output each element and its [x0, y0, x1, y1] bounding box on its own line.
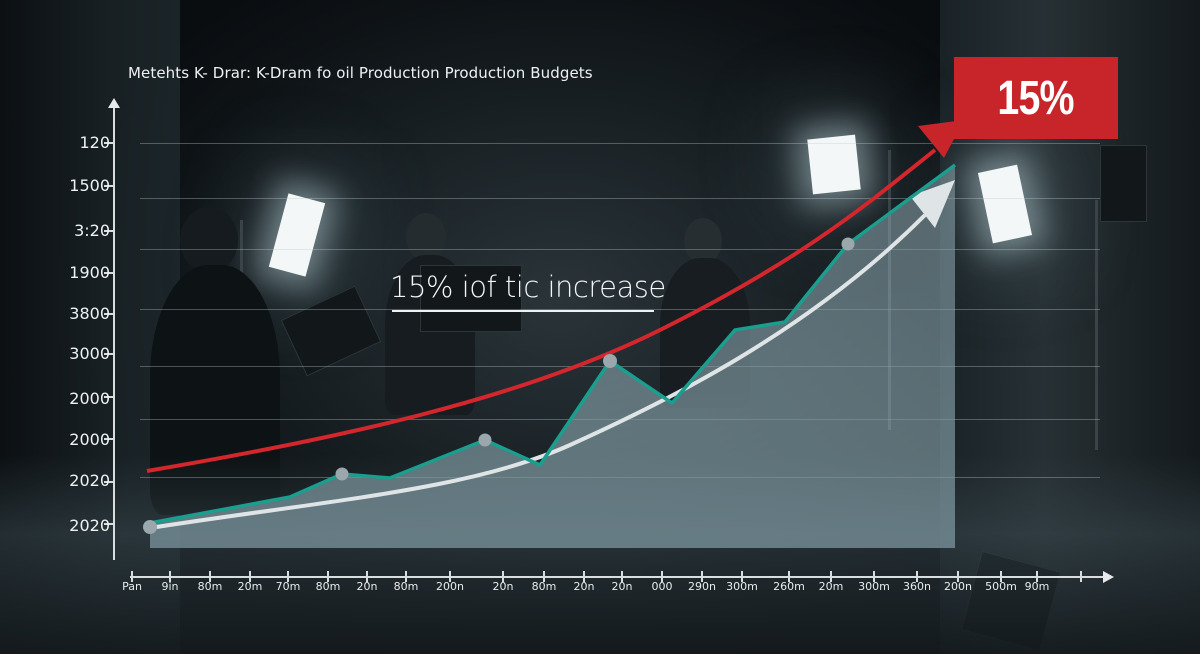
x-tick: [327, 571, 329, 582]
x-axis-arrow-icon: [1103, 571, 1114, 583]
x-tick: [287, 571, 289, 582]
y-axis: [113, 105, 115, 560]
x-tick-label: 9in: [161, 580, 179, 593]
x-tick-label: 200n: [944, 580, 972, 593]
increase-annotation: 15% iof tic increase: [390, 270, 666, 304]
x-tick: [366, 571, 368, 582]
x-tick-label: 260m: [773, 580, 805, 593]
x-tick: [249, 571, 251, 582]
chart-title: Metehts K- Drar: K-Dram fo oil Productio…: [128, 64, 593, 82]
x-tick-label: 20n: [611, 580, 633, 593]
badge-value: 15%: [997, 71, 1075, 125]
y-tick: [104, 185, 114, 187]
x-tick: [543, 571, 545, 582]
x-tick: [1000, 571, 1002, 582]
x-tick: [1080, 571, 1082, 582]
y-tick: [104, 272, 114, 274]
x-tick-label: Pan: [122, 580, 142, 593]
y-tick: [104, 142, 114, 144]
y-tick-label: 1500: [69, 176, 110, 195]
x-tick: [583, 571, 585, 582]
studio-lamp: [1100, 145, 1147, 222]
x-tick-label: 300m: [726, 580, 758, 593]
x-tick-label: 90m: [1024, 580, 1050, 593]
x-tick-label: 290n: [688, 580, 716, 593]
y-tick: [104, 230, 114, 232]
x-tick: [788, 571, 790, 582]
red-trend-line: [146, 120, 964, 473]
teal-series-line: [149, 163, 957, 525]
y-tick-label: 120: [79, 133, 110, 152]
y-tick-label: 3000: [69, 344, 110, 363]
y-tick: [104, 523, 114, 525]
gridline: [140, 309, 1100, 310]
y-tick: [104, 396, 114, 398]
x-tick-label: 300m: [858, 580, 890, 593]
y-tick: [104, 481, 114, 483]
x-tick: [209, 571, 211, 582]
x-tick-label: 200n: [436, 580, 464, 593]
x-tick: [405, 571, 407, 582]
y-axis-arrow-icon: [108, 98, 120, 108]
x-tick: [449, 571, 451, 582]
area-fill: [150, 165, 955, 548]
x-tick: [830, 571, 832, 582]
y-tick-label: 3800: [69, 304, 110, 323]
x-tick: [169, 571, 171, 582]
film-camera: [420, 265, 522, 332]
crew-head: [180, 207, 238, 273]
x-tick-label: 80m: [315, 580, 341, 593]
x-tick: [502, 571, 504, 582]
x-tick-label: 80m: [197, 580, 223, 593]
red-arrowhead-icon: [918, 120, 964, 158]
light-stand: [1095, 200, 1098, 450]
actor-head: [684, 218, 722, 264]
y-tick: [104, 438, 114, 440]
y-tick: [104, 313, 114, 315]
x-axis: [130, 576, 1105, 578]
x-tick-label: 80m: [393, 580, 419, 593]
x-tick-label: 20n: [356, 580, 378, 593]
gridline: [140, 198, 1100, 199]
x-tick: [957, 571, 959, 582]
x-tick-label: 360n: [903, 580, 931, 593]
x-tick: [916, 571, 918, 582]
x-tick-label: 20m: [237, 580, 263, 593]
actor-head: [406, 213, 446, 261]
x-tick: [621, 571, 623, 582]
x-tick: [1036, 571, 1038, 582]
x-tick-label: 000: [651, 580, 673, 593]
annotation-underline: [392, 310, 654, 312]
y-tick: [104, 353, 114, 355]
x-tick: [701, 571, 703, 582]
gridline: [140, 249, 1100, 250]
y-tick-label: 2020: [69, 471, 110, 490]
x-tick-label: 20m: [818, 580, 844, 593]
x-tick-label: 20n: [492, 580, 514, 593]
x-tick: [661, 571, 663, 582]
y-tick-label: 2000: [69, 430, 110, 449]
x-tick: [741, 571, 743, 582]
y-tick-label: 2000: [69, 389, 110, 408]
y-tick-label: 3:20: [74, 221, 110, 240]
x-tick-label: 20n: [573, 580, 595, 593]
x-tick-label: 80m: [531, 580, 557, 593]
x-tick-label: 500m: [985, 580, 1017, 593]
y-tick-label: 1900: [69, 263, 110, 282]
gridline: [140, 143, 1100, 144]
x-tick: [873, 571, 875, 582]
x-tick: [131, 571, 133, 582]
data-markers: [143, 237, 855, 534]
y-tick-label: 2020: [69, 516, 110, 535]
percent-badge: 15%: [954, 57, 1118, 139]
x-tick-label: 70m: [275, 580, 301, 593]
